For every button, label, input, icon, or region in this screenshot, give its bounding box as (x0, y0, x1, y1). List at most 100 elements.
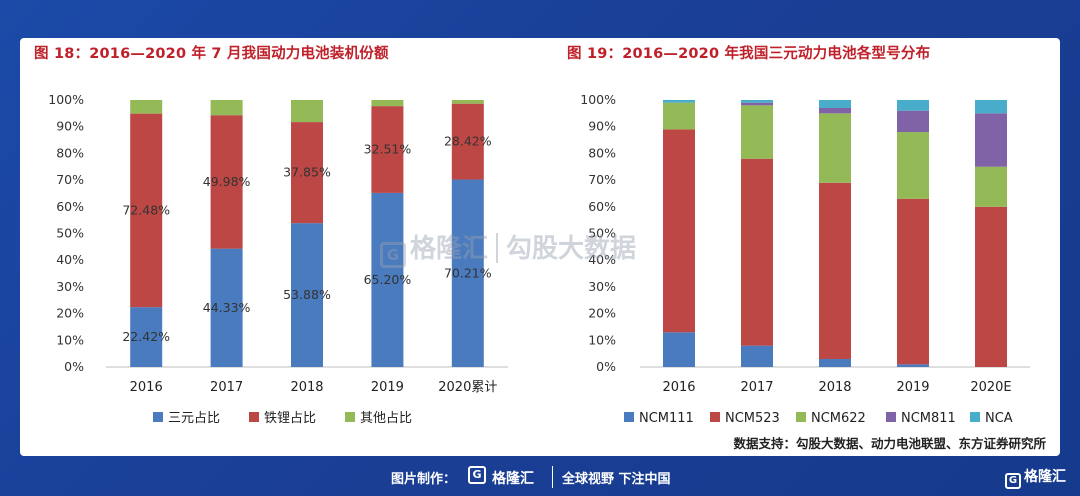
corner-logo: G 格隆汇 (1005, 466, 1066, 489)
x-tick-label: 2016 (130, 380, 163, 395)
y-tick-label: 90% (588, 119, 616, 134)
y-tick-label: 40% (588, 252, 616, 267)
legend-swatch-NCM523 (710, 412, 720, 422)
data-source-note: 数据支持：勾股大数据、动力电池联盟、东方证券研究所 (733, 436, 1046, 451)
bar-segment-NCA (819, 100, 851, 109)
data-label: 70.21% (444, 265, 492, 280)
bar-segment-其他占比 (451, 100, 484, 104)
legend-label: NCM811 (901, 411, 956, 426)
bar-segment-NCA (897, 100, 929, 111)
y-tick-label: 70% (588, 172, 616, 187)
bar-segment-NCM622 (975, 166, 1007, 207)
data-label: 37.85% (283, 165, 331, 180)
y-tick-label: 50% (56, 226, 84, 241)
bar-segment-NCM111 (663, 332, 695, 367)
bar-segment-NCM111 (741, 345, 773, 367)
bar-segment-三元占比 (130, 307, 163, 367)
corner-logo-icon: G (1005, 473, 1021, 489)
y-tick-label: 10% (56, 332, 84, 347)
bar-segment-NCM811 (975, 113, 1007, 167)
data-label: 32.51% (364, 142, 412, 157)
chart-panel: 图 18：2016—2020 年 7 月我国动力电池装机份额 图 19：2016… (20, 38, 1060, 456)
chart-title-left: 图 18：2016—2020 年 7 月我国动力电池装机份额 (34, 46, 389, 62)
y-tick-label: 30% (56, 279, 84, 294)
x-tick-label: 2020累计 (438, 380, 497, 395)
legend-label: NCM622 (811, 411, 866, 426)
x-tick-label: 2017 (210, 380, 243, 395)
y-tick-label: 50% (588, 226, 616, 241)
y-tick-label: 0% (596, 359, 616, 374)
y-tick-label: 70% (56, 172, 84, 187)
legend-label: NCA (985, 411, 1013, 426)
y-tick-label: 30% (588, 279, 616, 294)
legend-label: 铁锂占比 (264, 411, 316, 426)
bar-segment-NCM622 (819, 113, 851, 183)
bar-segment-铁锂占比 (451, 103, 484, 180)
bar-segment-NCM622 (663, 102, 695, 130)
y-tick-label: 20% (588, 306, 616, 321)
bar-segment-其他占比 (210, 100, 243, 116)
bar-segment-三元占比 (451, 179, 484, 367)
legend-swatch-NCM811 (886, 412, 896, 422)
legend-swatch-NCM622 (796, 412, 806, 422)
corner-brand: 格隆汇 (1024, 469, 1066, 485)
bar-segment-NCM622 (741, 105, 773, 159)
bar-segment-三元占比 (371, 192, 404, 367)
bar-segment-NCM523 (741, 158, 773, 346)
legend-swatch-NCM111 (624, 412, 634, 422)
data-label: 28.42% (444, 134, 492, 149)
legend-swatch-NCA (970, 412, 980, 422)
bar-segment-其他占比 (291, 100, 323, 123)
data-label: 65.20% (364, 272, 412, 287)
footer-brand: 格隆汇 (492, 471, 534, 487)
bar-segment-三元占比 (210, 248, 243, 367)
y-tick-label: 60% (588, 199, 616, 214)
x-tick-label: 2019 (371, 380, 404, 395)
x-tick-label: 2020E (970, 380, 1011, 395)
y-tick-label: 60% (56, 199, 84, 214)
chart-title-right: 图 19：2016—2020 年我国三元动力电池各型号分布 (567, 46, 931, 62)
y-tick-label: 100% (48, 92, 84, 107)
legend-swatch-其他占比 (345, 412, 355, 422)
legend-swatch-铁锂占比 (249, 412, 259, 422)
y-tick-label: 20% (56, 306, 84, 321)
bar-segment-铁锂占比 (291, 122, 323, 224)
y-tick-label: 90% (56, 119, 84, 134)
y-tick-label: 80% (56, 145, 84, 160)
bar-segment-NCM523 (897, 198, 929, 365)
y-tick-label: 40% (56, 252, 84, 267)
footer-slogan: 全球视野 下注中国 (562, 472, 671, 487)
y-tick-label: 0% (64, 359, 84, 374)
bar-segment-NCM523 (663, 129, 695, 333)
bar-segment-铁锂占比 (210, 115, 243, 249)
data-label: 72.48% (122, 202, 170, 217)
bar-segment-NCA (975, 100, 1007, 114)
legend-swatch-三元占比 (153, 412, 163, 422)
legend-label: NCM111 (639, 411, 694, 426)
x-tick-label: 2019 (896, 380, 929, 395)
bar-segment-NCM811 (741, 102, 773, 106)
bar-segment-其他占比 (371, 100, 404, 107)
bar-segment-NCM622 (897, 132, 929, 199)
footer-credit: 图片制作： (391, 472, 457, 487)
x-tick-label: 2018 (818, 380, 851, 395)
data-label: 22.42% (122, 329, 170, 344)
bar-segment-NCM811 (897, 110, 929, 133)
charts-svg: 0% 10% 20% 30% 40% 50% 60% 70% 80% 90% 100% 22.42% 7… (48, 92, 1030, 426)
x-tick-label: 2016 (662, 380, 695, 395)
legend-label: NCM523 (725, 411, 780, 426)
y-tick-label: 100% (580, 92, 616, 107)
bar-segment-铁锂占比 (130, 113, 163, 308)
legend-label: 三元占比 (168, 411, 220, 426)
footer-divider (552, 466, 553, 488)
bar-segment-NCM523 (819, 182, 851, 359)
bar-segment-铁锂占比 (371, 106, 404, 193)
gelonghui-logo-icon: G (468, 466, 486, 484)
y-tick-label: 80% (588, 145, 616, 160)
data-label: 44.33% (203, 300, 251, 315)
bar-segment-NCA (663, 100, 695, 103)
bar-segment-三元占比 (291, 223, 323, 367)
x-tick-label: 2017 (740, 380, 773, 395)
bar-segment-其他占比 (130, 100, 163, 114)
footer-bar: 图片制作： G 格隆汇 全球视野 下注中国 (0, 458, 1080, 496)
